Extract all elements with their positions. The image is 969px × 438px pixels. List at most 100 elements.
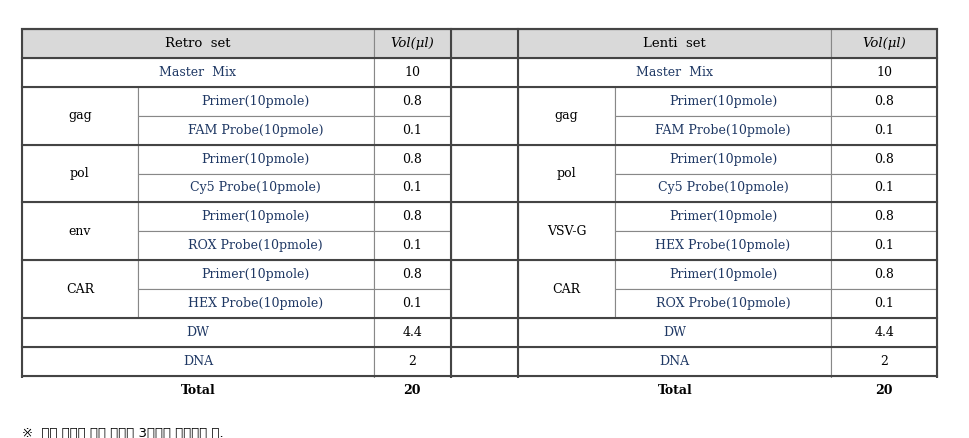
- Bar: [138, 145, 374, 173]
- Bar: [138, 87, 374, 116]
- Text: 4.4: 4.4: [402, 326, 422, 339]
- Bar: [138, 116, 374, 145]
- Text: 0.1: 0.1: [874, 239, 894, 252]
- Bar: [374, 87, 451, 116]
- Text: 4.4: 4.4: [874, 326, 894, 339]
- Text: Primer(10pmole): Primer(10pmole): [669, 95, 777, 108]
- Text: Vol(μl): Vol(μl): [862, 37, 906, 50]
- Bar: [614, 116, 831, 145]
- Bar: [614, 87, 831, 116]
- Bar: [518, 29, 831, 58]
- Bar: [22, 318, 374, 347]
- Text: 0.1: 0.1: [874, 297, 894, 310]
- Text: Total: Total: [657, 384, 692, 397]
- Bar: [614, 173, 831, 202]
- Text: 0.8: 0.8: [874, 152, 894, 166]
- Bar: [374, 29, 451, 58]
- Text: HEX Probe(10pmole): HEX Probe(10pmole): [188, 297, 324, 310]
- Text: Master  Mix: Master Mix: [637, 66, 713, 79]
- Bar: [614, 202, 831, 231]
- Text: Primer(10pmole): Primer(10pmole): [202, 152, 310, 166]
- Text: Primer(10pmole): Primer(10pmole): [669, 268, 777, 281]
- Text: FAM Probe(10pmole): FAM Probe(10pmole): [188, 124, 324, 137]
- Text: DNA: DNA: [660, 355, 690, 368]
- Text: 0.8: 0.8: [874, 210, 894, 223]
- Text: 0.1: 0.1: [402, 297, 422, 310]
- Bar: [831, 347, 937, 376]
- Text: Cy5 Probe(10pmole): Cy5 Probe(10pmole): [190, 181, 321, 194]
- Text: 0.8: 0.8: [874, 95, 894, 108]
- Bar: [374, 116, 451, 145]
- Text: 0.1: 0.1: [874, 181, 894, 194]
- Text: DNA: DNA: [183, 355, 213, 368]
- Text: ROX Probe(10pmole): ROX Probe(10pmole): [188, 239, 323, 252]
- Bar: [374, 202, 451, 231]
- Bar: [451, 347, 518, 376]
- Bar: [374, 318, 451, 347]
- Bar: [451, 29, 518, 58]
- Text: gag: gag: [68, 109, 92, 122]
- Bar: [451, 145, 518, 202]
- Bar: [138, 202, 374, 231]
- Text: env: env: [69, 225, 91, 238]
- Bar: [22, 202, 138, 260]
- Bar: [451, 376, 518, 405]
- Text: DW: DW: [663, 326, 686, 339]
- Text: 0.8: 0.8: [402, 210, 422, 223]
- Bar: [831, 260, 937, 289]
- Bar: [451, 58, 518, 87]
- Bar: [831, 202, 937, 231]
- Bar: [831, 58, 937, 87]
- Text: gag: gag: [554, 109, 578, 122]
- Text: 10: 10: [876, 66, 892, 79]
- Bar: [138, 260, 374, 289]
- Text: Primer(10pmole): Primer(10pmole): [669, 152, 777, 166]
- Text: 20: 20: [876, 384, 893, 397]
- Bar: [451, 202, 518, 260]
- Text: CAR: CAR: [66, 283, 94, 296]
- Bar: [614, 289, 831, 318]
- Bar: [831, 87, 937, 116]
- Bar: [614, 260, 831, 289]
- Bar: [22, 29, 374, 58]
- Bar: [518, 318, 831, 347]
- Text: Lenti  set: Lenti set: [643, 37, 706, 50]
- Bar: [518, 347, 831, 376]
- Bar: [138, 173, 374, 202]
- Bar: [374, 347, 451, 376]
- Bar: [518, 58, 831, 87]
- Bar: [831, 376, 937, 405]
- Text: Primer(10pmole): Primer(10pmole): [669, 210, 777, 223]
- Bar: [22, 87, 138, 145]
- Bar: [374, 58, 451, 87]
- Text: 0.1: 0.1: [402, 124, 422, 137]
- Text: Primer(10pmole): Primer(10pmole): [202, 95, 310, 108]
- Text: Vol(μl): Vol(μl): [391, 37, 434, 50]
- Bar: [831, 173, 937, 202]
- Text: Total: Total: [180, 384, 215, 397]
- Text: VSV-G: VSV-G: [547, 225, 586, 238]
- Text: Primer(10pmole): Primer(10pmole): [202, 210, 310, 223]
- Text: ※  모든 샘플에 대한 실험은 3반복을 원칙으로 함.: ※ 모든 샘플에 대한 실험은 3반복을 원칙으로 함.: [22, 427, 224, 438]
- Text: HEX Probe(10pmole): HEX Probe(10pmole): [655, 239, 791, 252]
- Bar: [22, 376, 374, 405]
- Bar: [518, 260, 614, 318]
- Text: CAR: CAR: [552, 283, 580, 296]
- Bar: [22, 58, 374, 87]
- Text: FAM Probe(10pmole): FAM Probe(10pmole): [655, 124, 791, 137]
- Bar: [831, 318, 937, 347]
- Bar: [831, 29, 937, 58]
- Bar: [614, 231, 831, 260]
- Text: 2: 2: [881, 355, 889, 368]
- Bar: [374, 173, 451, 202]
- Bar: [374, 376, 451, 405]
- Bar: [614, 145, 831, 173]
- Text: Cy5 Probe(10pmole): Cy5 Probe(10pmole): [658, 181, 789, 194]
- Text: 20: 20: [403, 384, 421, 397]
- Text: Retro  set: Retro set: [165, 37, 231, 50]
- Bar: [451, 318, 518, 347]
- Bar: [451, 260, 518, 318]
- Bar: [374, 260, 451, 289]
- Bar: [831, 145, 937, 173]
- Bar: [518, 87, 614, 145]
